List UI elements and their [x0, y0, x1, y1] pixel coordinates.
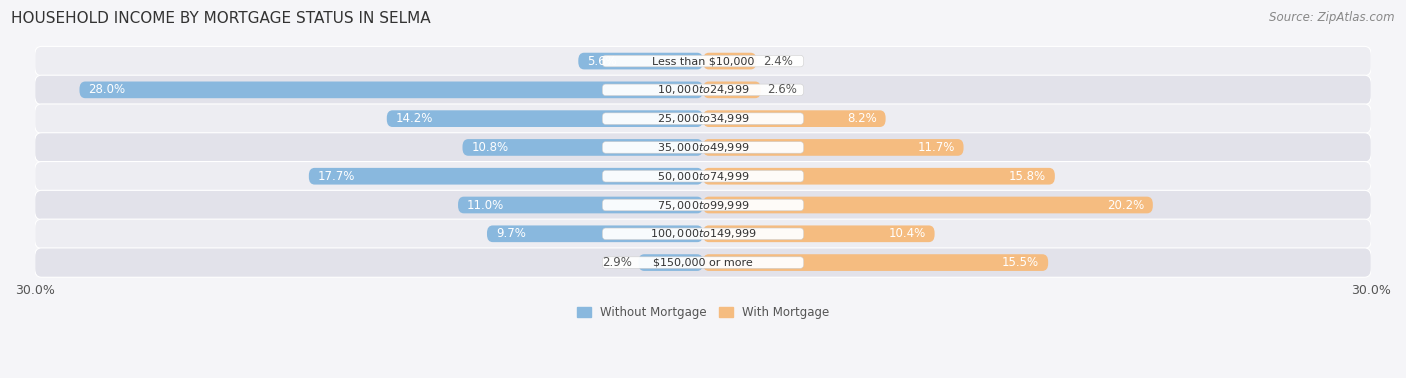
FancyBboxPatch shape	[703, 82, 761, 98]
Text: $100,000 to $149,999: $100,000 to $149,999	[650, 227, 756, 240]
Text: $25,000 to $34,999: $25,000 to $34,999	[657, 112, 749, 125]
FancyBboxPatch shape	[703, 254, 1047, 271]
Text: 9.7%: 9.7%	[496, 227, 526, 240]
FancyBboxPatch shape	[602, 113, 804, 124]
Text: 14.2%: 14.2%	[395, 112, 433, 125]
Text: Source: ZipAtlas.com: Source: ZipAtlas.com	[1270, 11, 1395, 24]
FancyBboxPatch shape	[35, 46, 1371, 76]
FancyBboxPatch shape	[703, 225, 935, 242]
FancyBboxPatch shape	[35, 248, 1371, 277]
Text: 15.5%: 15.5%	[1002, 256, 1039, 269]
Text: 2.6%: 2.6%	[768, 84, 797, 96]
Text: 2.4%: 2.4%	[763, 54, 793, 68]
FancyBboxPatch shape	[602, 228, 804, 240]
Text: 2.9%: 2.9%	[602, 256, 631, 269]
FancyBboxPatch shape	[703, 168, 1054, 184]
Text: 17.7%: 17.7%	[318, 170, 356, 183]
Text: 5.6%: 5.6%	[588, 54, 617, 68]
FancyBboxPatch shape	[703, 110, 886, 127]
FancyBboxPatch shape	[602, 84, 804, 96]
FancyBboxPatch shape	[387, 110, 703, 127]
FancyBboxPatch shape	[602, 257, 804, 268]
FancyBboxPatch shape	[602, 142, 804, 153]
Text: 11.0%: 11.0%	[467, 198, 505, 212]
FancyBboxPatch shape	[80, 82, 703, 98]
Text: 8.2%: 8.2%	[846, 112, 877, 125]
FancyBboxPatch shape	[578, 53, 703, 70]
Text: 10.4%: 10.4%	[889, 227, 925, 240]
Text: Less than $10,000: Less than $10,000	[652, 56, 754, 66]
Text: $75,000 to $99,999: $75,000 to $99,999	[657, 198, 749, 212]
FancyBboxPatch shape	[703, 139, 963, 156]
Text: $150,000 or more: $150,000 or more	[654, 257, 752, 268]
FancyBboxPatch shape	[602, 55, 804, 67]
Text: HOUSEHOLD INCOME BY MORTGAGE STATUS IN SELMA: HOUSEHOLD INCOME BY MORTGAGE STATUS IN S…	[11, 11, 430, 26]
FancyBboxPatch shape	[602, 199, 804, 211]
FancyBboxPatch shape	[35, 191, 1371, 220]
Text: $10,000 to $24,999: $10,000 to $24,999	[657, 84, 749, 96]
Text: 28.0%: 28.0%	[89, 84, 125, 96]
FancyBboxPatch shape	[463, 139, 703, 156]
FancyBboxPatch shape	[638, 254, 703, 271]
Text: 20.2%: 20.2%	[1107, 198, 1144, 212]
FancyBboxPatch shape	[309, 168, 703, 184]
Text: 15.8%: 15.8%	[1010, 170, 1046, 183]
Text: $35,000 to $49,999: $35,000 to $49,999	[657, 141, 749, 154]
FancyBboxPatch shape	[602, 170, 804, 182]
FancyBboxPatch shape	[486, 225, 703, 242]
FancyBboxPatch shape	[35, 219, 1371, 248]
Text: 11.7%: 11.7%	[917, 141, 955, 154]
FancyBboxPatch shape	[35, 133, 1371, 162]
FancyBboxPatch shape	[458, 197, 703, 213]
FancyBboxPatch shape	[35, 161, 1371, 191]
FancyBboxPatch shape	[35, 75, 1371, 105]
Text: $50,000 to $74,999: $50,000 to $74,999	[657, 170, 749, 183]
FancyBboxPatch shape	[703, 53, 756, 70]
Legend: Without Mortgage, With Mortgage: Without Mortgage, With Mortgage	[572, 301, 834, 324]
FancyBboxPatch shape	[35, 104, 1371, 133]
FancyBboxPatch shape	[703, 197, 1153, 213]
Text: 10.8%: 10.8%	[471, 141, 509, 154]
